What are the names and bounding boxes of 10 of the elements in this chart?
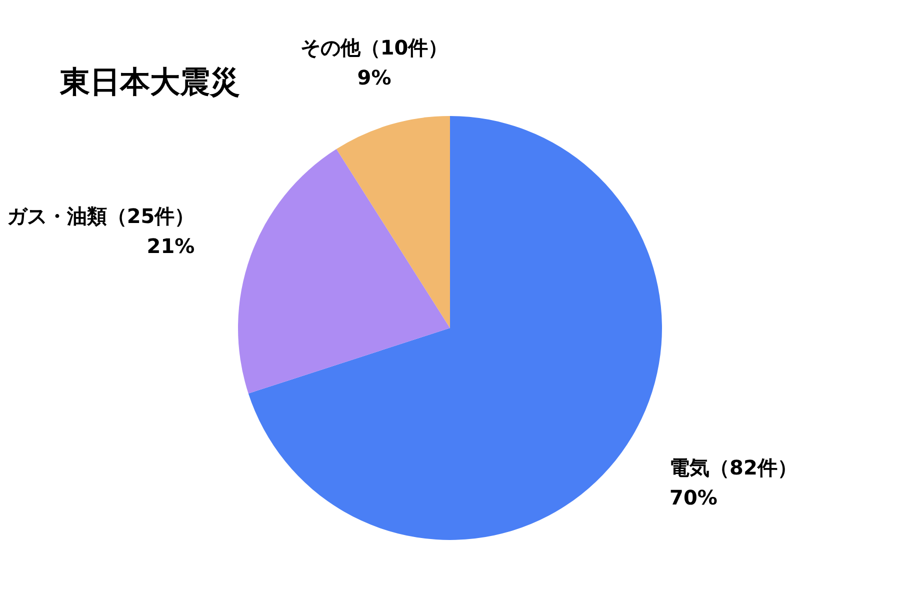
slice-label: 電気（82件） bbox=[670, 456, 798, 480]
text: 東日本大震災 bbox=[59, 65, 240, 100]
pie-slice bbox=[336, 116, 450, 328]
pie-slice bbox=[238, 149, 450, 394]
data-label: 70% bbox=[670, 486, 718, 510]
slice-label: ガス・油類（25件） bbox=[6, 204, 195, 228]
pie-slice bbox=[248, 116, 662, 540]
data-label: 9% bbox=[357, 65, 392, 90]
data-label: 21% bbox=[146, 234, 195, 258]
slice-label: その他（10件） bbox=[300, 35, 448, 60]
